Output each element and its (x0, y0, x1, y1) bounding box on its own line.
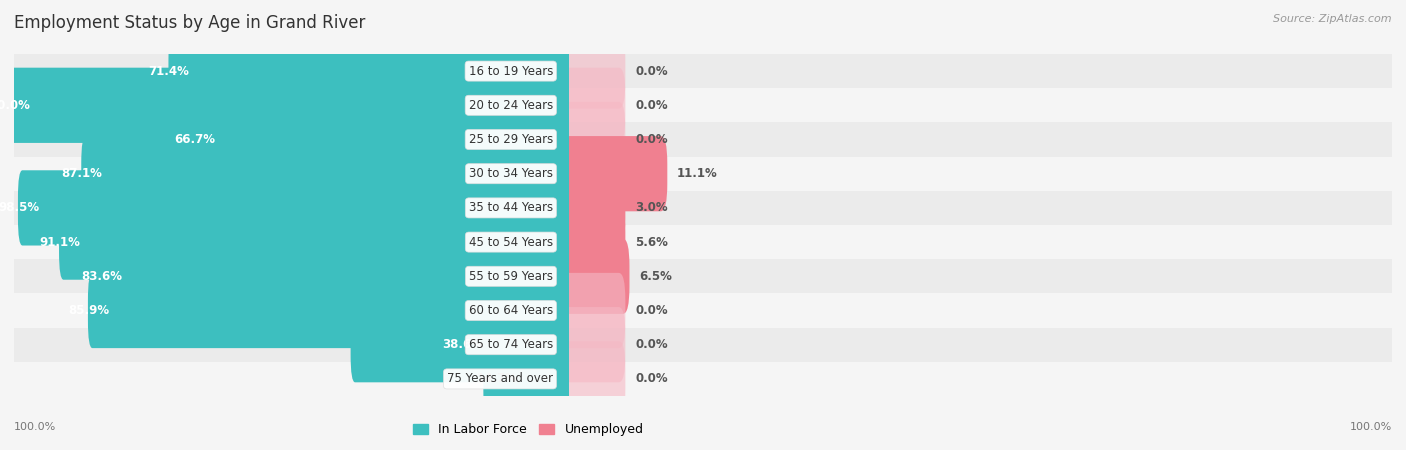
Text: 0.0%: 0.0% (636, 373, 668, 385)
FancyBboxPatch shape (350, 307, 574, 382)
Text: 11.1%: 11.1% (678, 167, 718, 180)
FancyBboxPatch shape (562, 68, 626, 143)
Text: 35 to 44 Years: 35 to 44 Years (468, 202, 553, 214)
Text: Source: ZipAtlas.com: Source: ZipAtlas.com (1274, 14, 1392, 23)
FancyBboxPatch shape (14, 225, 569, 259)
Text: 75 Years and over: 75 Years and over (447, 373, 553, 385)
FancyBboxPatch shape (484, 341, 574, 417)
Text: 25 to 29 Years: 25 to 29 Years (468, 133, 553, 146)
FancyBboxPatch shape (569, 259, 1392, 293)
FancyBboxPatch shape (562, 238, 630, 314)
FancyBboxPatch shape (194, 102, 574, 177)
FancyBboxPatch shape (569, 293, 1392, 328)
Text: 20 to 24 Years: 20 to 24 Years (468, 99, 553, 112)
Legend: In Labor Force, Unemployed: In Labor Force, Unemployed (408, 418, 648, 441)
Text: 55 to 59 Years: 55 to 59 Years (470, 270, 553, 283)
Text: 5.6%: 5.6% (636, 236, 668, 248)
Text: 30 to 34 Years: 30 to 34 Years (470, 167, 553, 180)
Text: 65 to 74 Years: 65 to 74 Years (468, 338, 553, 351)
Text: 0.0%: 0.0% (636, 99, 668, 112)
FancyBboxPatch shape (562, 273, 626, 348)
FancyBboxPatch shape (14, 157, 569, 191)
FancyBboxPatch shape (14, 54, 569, 88)
Text: 6.5%: 6.5% (640, 270, 672, 283)
Text: 0.0%: 0.0% (636, 338, 668, 351)
Text: Employment Status by Age in Grand River: Employment Status by Age in Grand River (14, 14, 366, 32)
FancyBboxPatch shape (562, 33, 626, 109)
FancyBboxPatch shape (562, 170, 626, 246)
FancyBboxPatch shape (18, 170, 574, 246)
Text: 0.0%: 0.0% (636, 65, 668, 77)
FancyBboxPatch shape (14, 88, 569, 122)
FancyBboxPatch shape (82, 136, 574, 212)
Text: 38.6%: 38.6% (441, 338, 482, 351)
FancyBboxPatch shape (14, 122, 569, 157)
Text: 45 to 54 Years: 45 to 54 Years (468, 236, 553, 248)
Text: 87.1%: 87.1% (62, 167, 103, 180)
FancyBboxPatch shape (14, 259, 569, 293)
FancyBboxPatch shape (89, 273, 574, 348)
FancyBboxPatch shape (14, 328, 569, 362)
FancyBboxPatch shape (569, 157, 1392, 191)
FancyBboxPatch shape (569, 54, 1392, 88)
FancyBboxPatch shape (569, 191, 1392, 225)
FancyBboxPatch shape (14, 362, 569, 396)
FancyBboxPatch shape (562, 136, 668, 212)
Text: 100.0%: 100.0% (14, 422, 56, 432)
FancyBboxPatch shape (562, 204, 626, 280)
Text: 100.0%: 100.0% (0, 99, 31, 112)
Text: 85.9%: 85.9% (67, 304, 110, 317)
FancyBboxPatch shape (562, 307, 626, 382)
Text: 0.0%: 0.0% (636, 133, 668, 146)
Text: 16 to 19 Years: 16 to 19 Years (468, 65, 553, 77)
FancyBboxPatch shape (10, 68, 574, 143)
Text: 3.0%: 3.0% (636, 202, 668, 214)
Text: 100.0%: 100.0% (1350, 422, 1392, 432)
Text: 83.6%: 83.6% (80, 270, 122, 283)
FancyBboxPatch shape (569, 122, 1392, 157)
FancyBboxPatch shape (14, 293, 569, 328)
Text: 60 to 64 Years: 60 to 64 Years (468, 304, 553, 317)
Text: 71.4%: 71.4% (149, 65, 190, 77)
Text: 14.7%: 14.7% (477, 373, 517, 385)
Text: 66.7%: 66.7% (174, 133, 215, 146)
FancyBboxPatch shape (562, 102, 626, 177)
FancyBboxPatch shape (169, 33, 574, 109)
Text: 98.5%: 98.5% (0, 202, 39, 214)
FancyBboxPatch shape (562, 341, 626, 417)
FancyBboxPatch shape (59, 204, 574, 280)
FancyBboxPatch shape (101, 238, 574, 314)
FancyBboxPatch shape (569, 225, 1392, 259)
FancyBboxPatch shape (569, 328, 1392, 362)
Text: 0.0%: 0.0% (636, 304, 668, 317)
FancyBboxPatch shape (569, 362, 1392, 396)
FancyBboxPatch shape (14, 191, 569, 225)
Text: 91.1%: 91.1% (39, 236, 80, 248)
FancyBboxPatch shape (569, 88, 1392, 122)
